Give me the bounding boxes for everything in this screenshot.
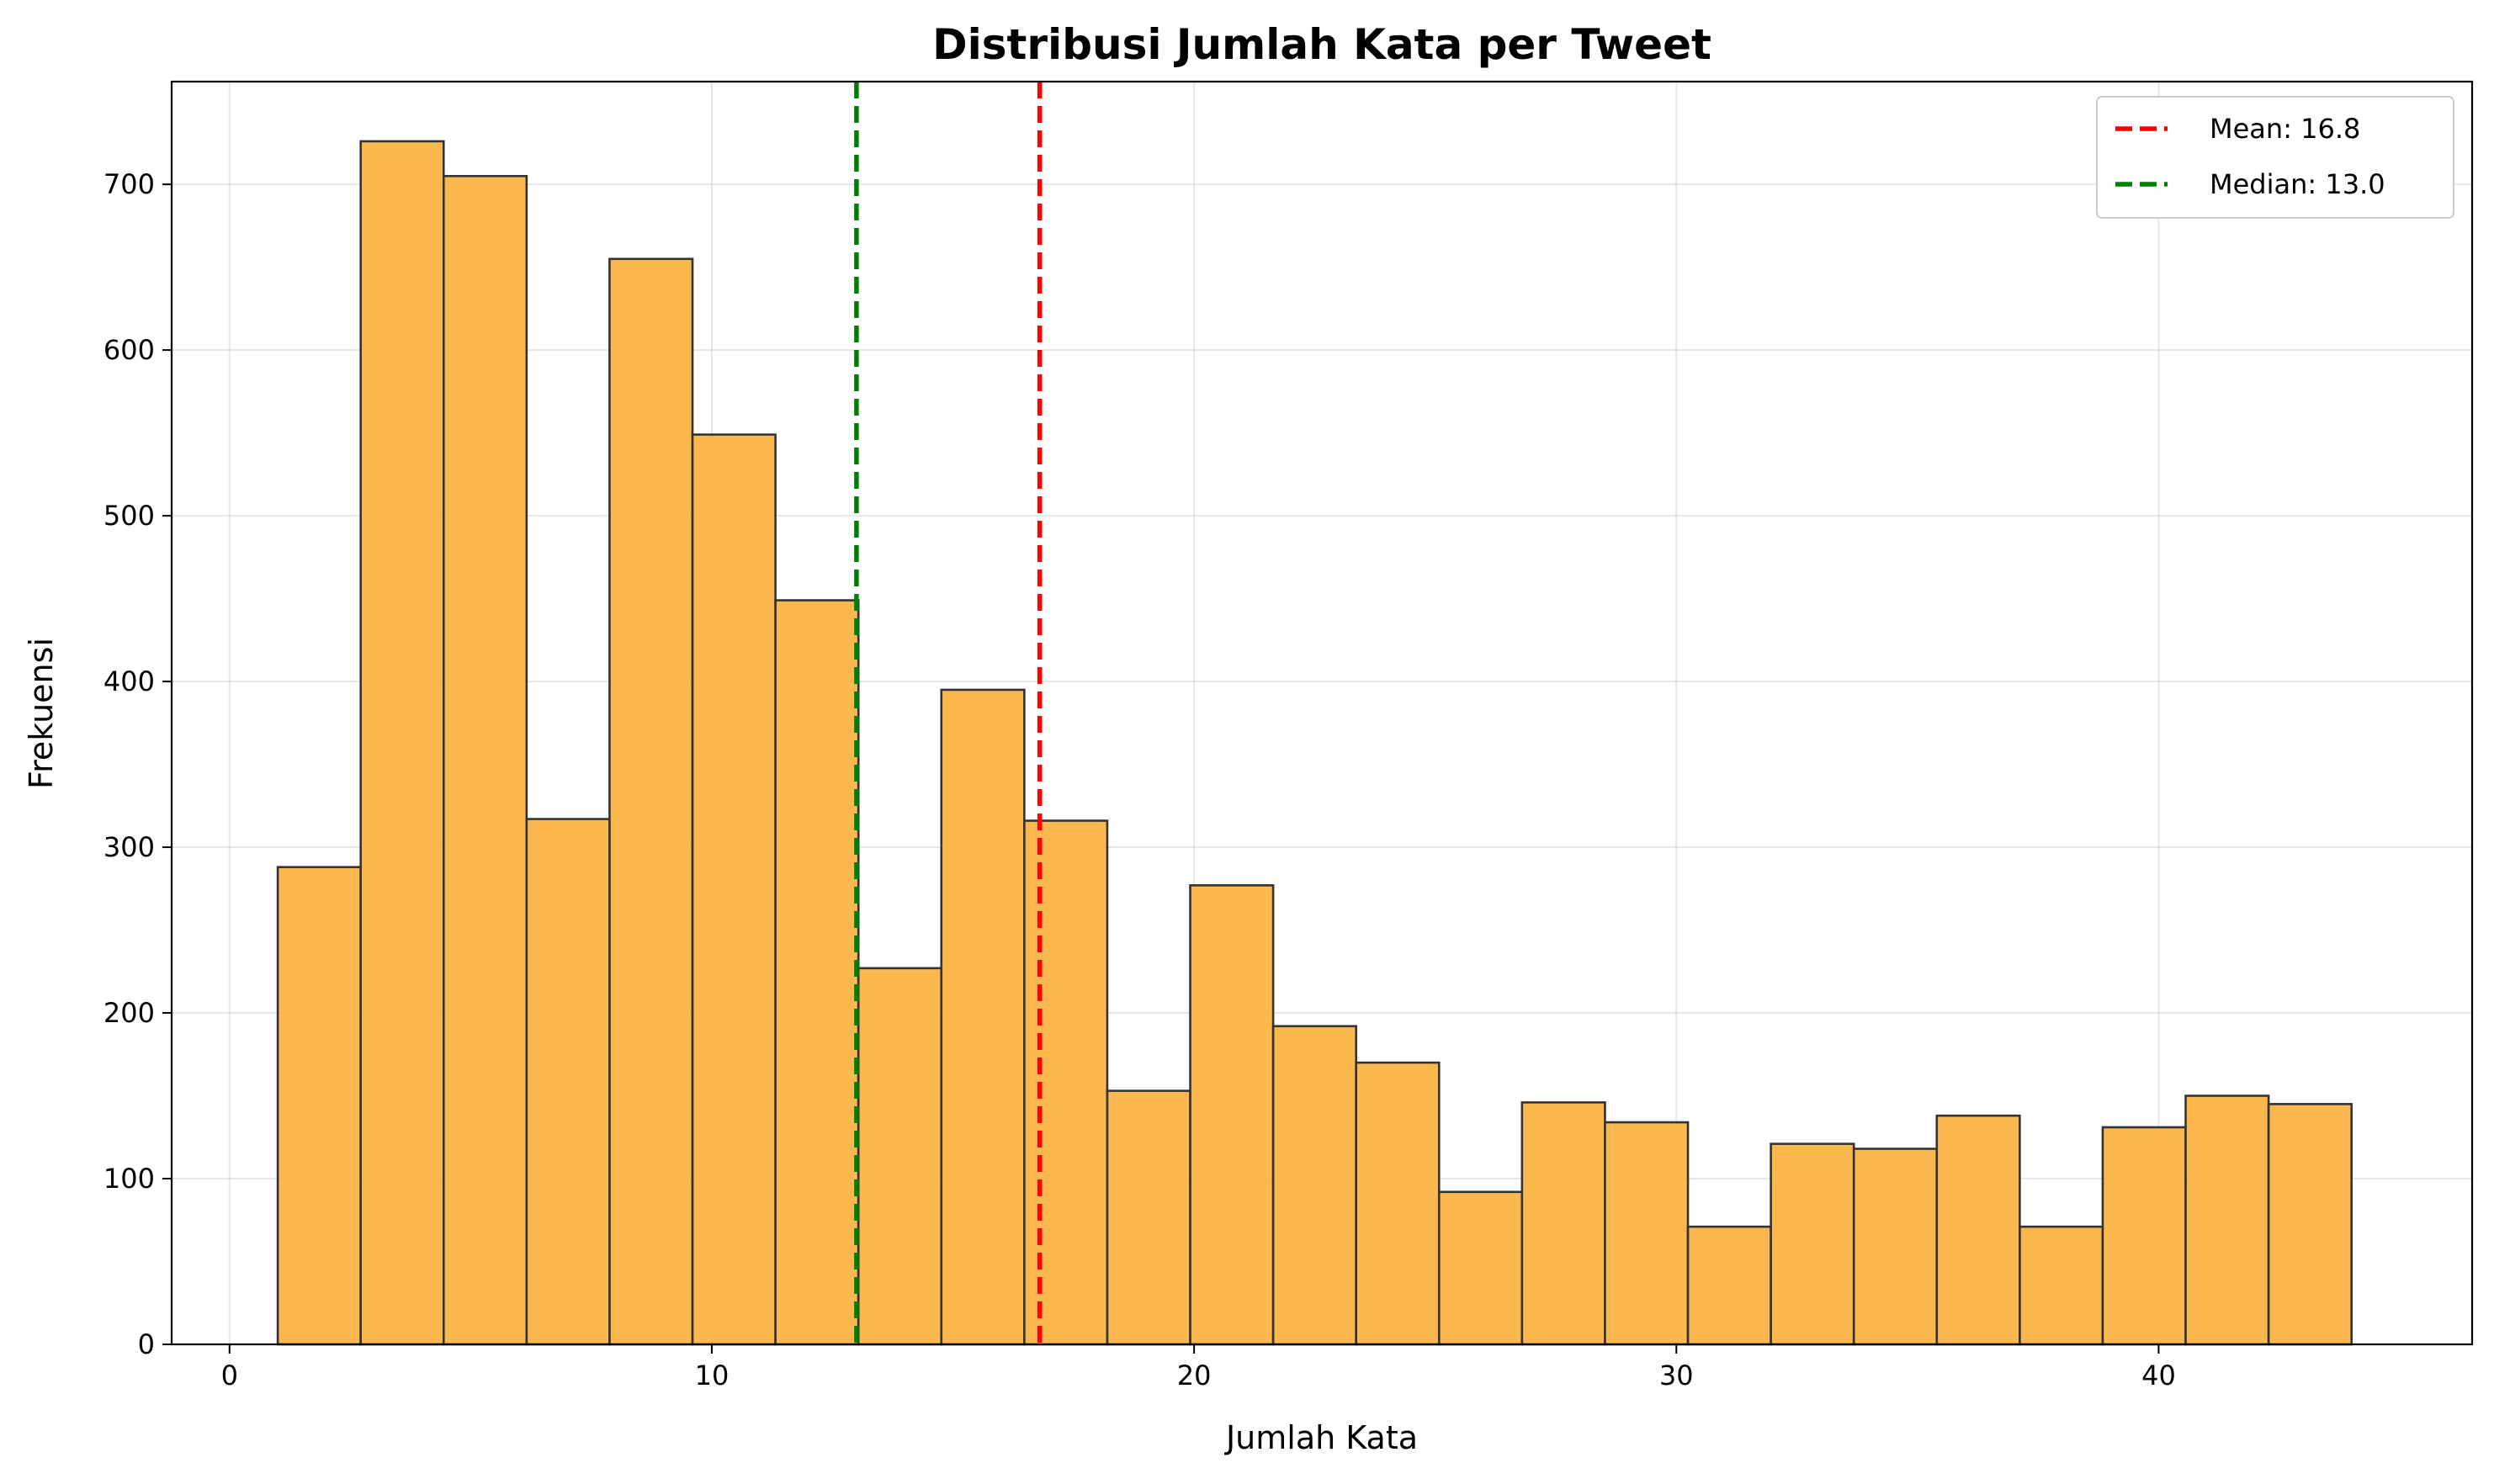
histogram-bar: [2019, 1225, 2104, 1346]
histogram-bar: [1106, 1089, 1191, 1346]
y-tick-label: 100: [103, 1163, 155, 1195]
y-axis-label: Frekuensi: [23, 638, 60, 789]
histogram-bar: [1852, 1147, 1939, 1346]
histogram-bar: [1355, 1061, 1441, 1346]
histogram-bar: [1935, 1114, 2021, 1346]
y-tick-label: 400: [103, 665, 155, 697]
histogram-bar: [2101, 1126, 2187, 1346]
histogram-bar: [774, 599, 860, 1346]
chart-title: Distribusi Jumlah Kata per Tweet: [932, 20, 1711, 69]
histogram-bar: [1520, 1101, 1606, 1346]
histogram-bar: [691, 433, 777, 1346]
plot-area-frame: [170, 80, 2474, 1346]
legend-box: [2096, 96, 2454, 219]
histogram-bar: [1770, 1142, 1855, 1346]
histogram-bar: [442, 174, 528, 1346]
x-tick-label: 40: [2141, 1359, 2176, 1391]
histogram-bar: [525, 818, 611, 1346]
x-tick-label: 0: [221, 1359, 238, 1391]
y-tick-label: 700: [103, 168, 155, 200]
x-tick-label: 20: [1177, 1359, 1212, 1391]
y-tick-label: 300: [103, 831, 155, 863]
histogram-bar: [608, 257, 694, 1346]
legend: Mean: 16.8 Median: 13.0: [2096, 96, 2454, 219]
histogram-bar: [1604, 1121, 1690, 1346]
histogram-bar: [1686, 1225, 1772, 1346]
histogram-bar: [276, 866, 362, 1346]
histogram-bar: [1271, 1025, 1357, 1346]
histogram-bar: [2184, 1094, 2270, 1346]
y-tick-label: 500: [103, 500, 155, 532]
x-axis-label: Jumlah Kata: [1224, 1419, 1418, 1456]
histogram-bar: [940, 688, 1026, 1346]
legend-label: Median: 13.0: [2210, 168, 2385, 200]
histogram-bars: [276, 140, 2353, 1346]
y-tick-label: 200: [103, 997, 155, 1029]
y-tick-label: 600: [103, 334, 155, 366]
histogram-bar: [2267, 1103, 2353, 1346]
y-axis-ticks: 0 100 200 300 400 500 600 700: [103, 168, 172, 1360]
histogram-bar: [359, 140, 445, 1346]
legend-label: Mean: 16.8: [2210, 113, 2360, 145]
histogram-bar: [1437, 1190, 1524, 1346]
x-tick-label: 10: [695, 1359, 730, 1391]
y-tick-label: 0: [138, 1328, 155, 1360]
reference-lines: [854, 82, 1043, 1344]
histogram-bar: [1023, 819, 1109, 1346]
x-tick-label: 30: [1659, 1359, 1694, 1391]
histogram-bar: [1189, 884, 1275, 1346]
histogram-bar: [857, 967, 943, 1346]
x-axis-ticks: 0 10 20 30 40: [221, 1344, 2176, 1391]
